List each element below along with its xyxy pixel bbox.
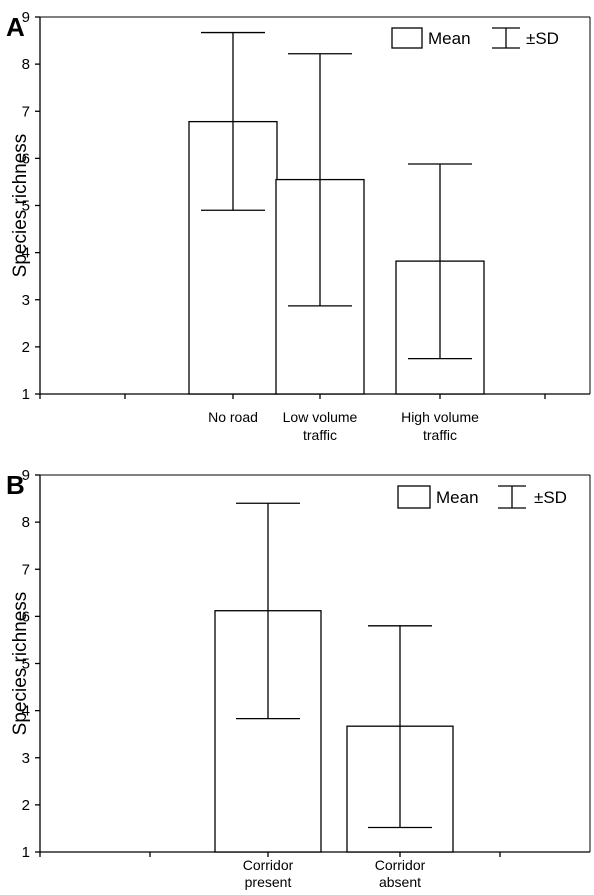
y-tick-label: 5 — [22, 656, 30, 673]
legend-mean-label: Mean — [428, 29, 471, 48]
category-label: Low volume traffic — [283, 409, 358, 443]
category-label-line: Low volume — [283, 409, 358, 425]
legend-sd-label: ±SD — [526, 29, 559, 48]
legend-mean-label: Mean — [436, 488, 479, 507]
legend-sd-label: ±SD — [534, 488, 567, 507]
panel-label: B — [6, 470, 25, 500]
category-label-line: traffic — [423, 427, 457, 443]
y-axis-label: Species richness — [10, 134, 31, 278]
legend-mean-swatch — [391, 27, 423, 49]
category-label: Corridor present — [243, 857, 294, 890]
category-label-line: Corridor — [375, 857, 426, 873]
y-tick-label: 7 — [22, 561, 30, 578]
legend: Mean ±SD — [397, 485, 567, 509]
category-label-line: traffic — [303, 427, 337, 443]
y-axis-label: Species richness — [10, 592, 31, 736]
y-tick-label: 1 — [22, 386, 30, 403]
legend-mean-swatch — [397, 485, 431, 509]
category-label: No road — [208, 409, 258, 425]
y-tick-label: 2 — [22, 339, 30, 356]
y-tick-label: 5 — [22, 198, 30, 215]
category-label-line: absent — [379, 874, 421, 890]
category-label-line: No road — [208, 409, 258, 425]
category-label-line: Corridor — [243, 857, 294, 873]
y-tick-label: 7 — [22, 103, 30, 120]
y-tick-label: 6 — [22, 150, 30, 167]
legend: Mean ±SD — [391, 27, 559, 49]
y-tick-label: 8 — [22, 56, 30, 73]
y-tick-label: 3 — [22, 750, 30, 767]
y-tick-label: 2 — [22, 797, 30, 814]
category-label: High volume traffic — [401, 409, 479, 443]
y-tick-label: 3 — [22, 292, 30, 309]
chart-panel-a: A 1 2 3 4 5 6 7 8 9 Species richness No road Low vol… — [6, 9, 591, 443]
y-tick-label: 4 — [22, 245, 30, 262]
category-label-line: present — [245, 874, 292, 890]
category-label-line: High volume — [401, 409, 479, 425]
panel-label: A — [6, 12, 25, 42]
y-tick-label: 4 — [22, 703, 30, 720]
y-tick-label: 6 — [22, 608, 30, 625]
y-tick-label: 9 — [22, 467, 30, 484]
category-label: Corridor absent — [375, 857, 426, 890]
y-tick-label: 8 — [22, 514, 30, 531]
y-tick-label: 9 — [22, 9, 30, 26]
y-tick-label: 1 — [22, 844, 30, 861]
